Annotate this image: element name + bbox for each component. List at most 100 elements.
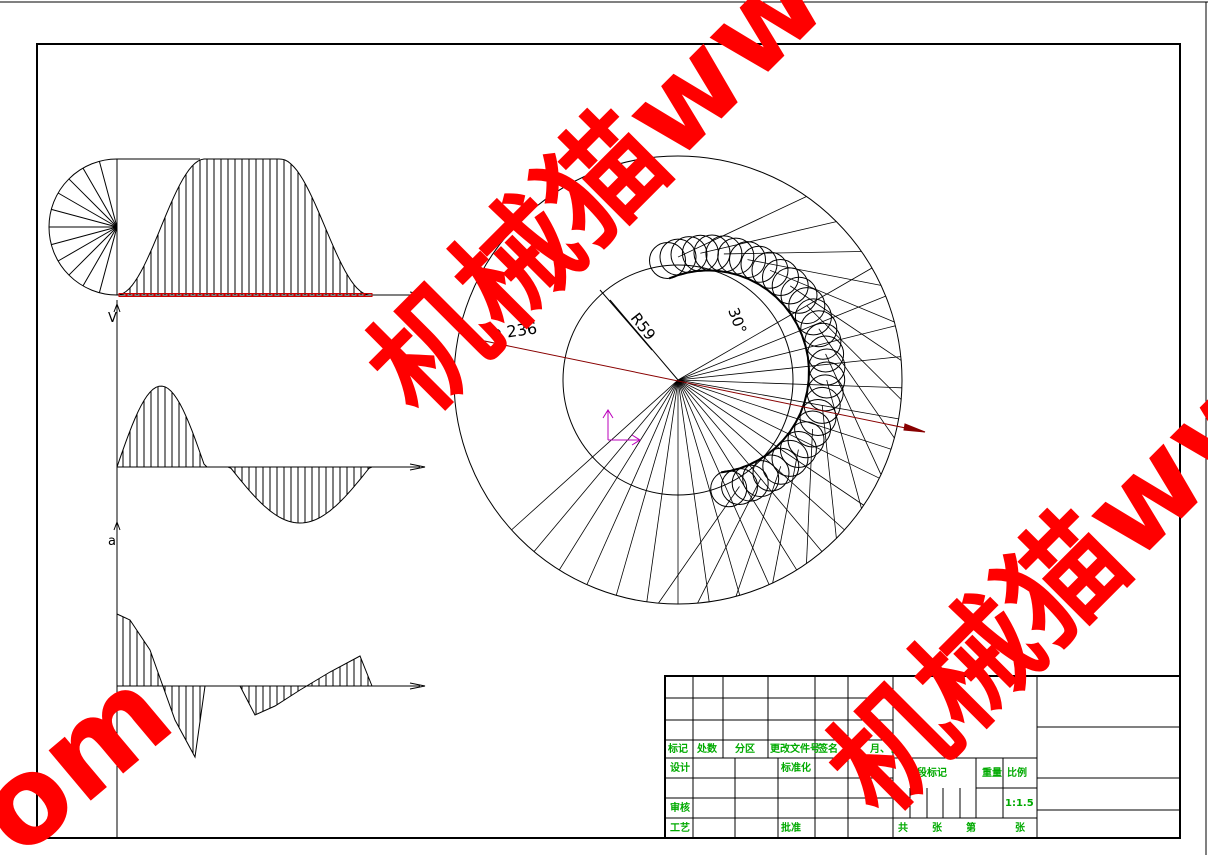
tick [125, 293, 135, 297]
line [677, 379, 880, 479]
line [769, 269, 895, 323]
table-text: 1:1.5 [1005, 798, 1034, 809]
line [599, 289, 653, 351]
line [806, 305, 902, 400]
tick [216, 293, 226, 297]
a-label: a [108, 534, 116, 549]
line [818, 328, 895, 439]
curve [409, 291, 426, 299]
tick [286, 293, 296, 297]
geometry [48, 155, 926, 838]
tick [356, 293, 366, 297]
roller [800, 310, 838, 348]
roller [804, 322, 842, 360]
curve [116, 613, 373, 759]
line [677, 267, 873, 381]
table-text: 年、月、日 [850, 742, 900, 755]
tick [258, 293, 268, 297]
roller [788, 287, 826, 325]
table-text: 工艺 [670, 821, 690, 834]
tick [279, 293, 289, 297]
tick [202, 293, 212, 297]
line [677, 379, 892, 450]
line [677, 379, 770, 585]
watermark: 机械猫ww [802, 331, 1208, 841]
table-text: 阶段标记 [907, 766, 947, 779]
line [586, 379, 679, 585]
tick [244, 293, 254, 297]
line [51, 208, 118, 228]
tick [251, 293, 261, 297]
line [677, 379, 798, 571]
line [747, 259, 882, 286]
line [68, 178, 118, 228]
tick [314, 293, 324, 297]
table-text: 签名 [817, 742, 838, 755]
line [677, 379, 902, 389]
tick [153, 293, 163, 297]
table-text: 张 [1015, 821, 1026, 834]
tick [328, 293, 338, 297]
v-label: V [108, 311, 117, 326]
tick [265, 293, 275, 297]
line [677, 379, 845, 531]
curve [409, 682, 426, 690]
line [558, 379, 679, 571]
line [51, 226, 118, 246]
tick [223, 293, 233, 297]
line [789, 285, 902, 361]
table-text: 标准化 [780, 761, 811, 774]
angle-label: 30° [724, 305, 750, 336]
table-text: 分区 [735, 742, 755, 755]
roller [799, 399, 837, 436]
table-text: 标记 [667, 742, 688, 755]
line [469, 337, 926, 433]
table-text: 共 [898, 821, 908, 834]
roller [742, 460, 780, 498]
line [806, 428, 813, 564]
roller [780, 276, 818, 314]
table-text: 重量 [982, 766, 1002, 779]
table-text: 设计 [670, 761, 690, 774]
tick [237, 293, 247, 297]
tick [349, 293, 359, 297]
curve [116, 158, 390, 296]
line [609, 299, 679, 381]
roller [659, 238, 697, 276]
roller [794, 298, 832, 336]
watermark: om [0, 642, 198, 855]
line [646, 379, 679, 602]
tick [342, 293, 352, 297]
table-text: 第 [966, 821, 976, 834]
tick [363, 293, 373, 297]
tick [132, 293, 142, 297]
roller [771, 439, 809, 477]
tick [181, 293, 191, 297]
table-text: 张 [932, 821, 943, 834]
line [723, 251, 862, 255]
roller [740, 245, 778, 283]
tick [188, 293, 198, 297]
line [98, 161, 118, 228]
tick [321, 293, 331, 297]
line [677, 295, 886, 381]
tick [230, 293, 240, 297]
curve [903, 423, 926, 433]
tick [272, 293, 282, 297]
tick [174, 293, 184, 297]
table-text: 批准 [781, 821, 801, 834]
line [825, 353, 882, 475]
table-text: 比例 [1007, 766, 1027, 779]
line [82, 226, 118, 287]
line [57, 192, 118, 228]
roller [729, 241, 766, 279]
line [772, 449, 799, 584]
line [677, 379, 864, 506]
line [826, 379, 862, 509]
table-text: 处数 [696, 742, 718, 755]
tick [209, 293, 219, 297]
frame [36, 43, 1181, 839]
line [677, 379, 823, 552]
line [677, 379, 710, 602]
